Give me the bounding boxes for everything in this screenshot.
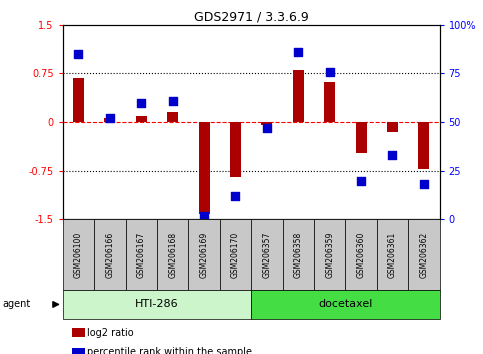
Bar [345, 219, 377, 290]
Point [326, 69, 333, 74]
Point [200, 213, 208, 218]
Bar [251, 290, 440, 319]
Point [169, 98, 177, 104]
Bar [408, 219, 440, 290]
Point [357, 178, 365, 183]
Bar [126, 219, 157, 290]
Bar [167, 113, 178, 122]
Bar [377, 219, 408, 290]
Text: GSM206100: GSM206100 [74, 232, 83, 278]
Text: percentile rank within the sample: percentile rank within the sample [87, 347, 252, 354]
Text: log2 ratio: log2 ratio [87, 328, 134, 338]
Bar [73, 78, 84, 122]
Text: GSM206166: GSM206166 [105, 232, 114, 278]
Title: GDS2971 / 3.3.6.9: GDS2971 / 3.3.6.9 [194, 11, 309, 24]
Bar [230, 122, 241, 177]
Point [263, 125, 271, 131]
Text: docetaxel: docetaxel [318, 299, 372, 309]
Point [138, 100, 145, 105]
Bar [251, 219, 283, 290]
Text: GSM206169: GSM206169 [199, 232, 209, 278]
Point [232, 193, 240, 199]
Bar [261, 122, 272, 125]
Text: GSM206357: GSM206357 [262, 232, 271, 278]
Bar [355, 122, 367, 153]
Bar [63, 219, 94, 290]
Bar [418, 122, 429, 169]
Text: GSM206167: GSM206167 [137, 232, 146, 278]
Bar [314, 219, 345, 290]
Bar [188, 219, 220, 290]
Text: GSM206168: GSM206168 [168, 232, 177, 278]
Bar [63, 290, 251, 319]
Point [106, 115, 114, 121]
Point [420, 182, 428, 187]
Text: GSM206358: GSM206358 [294, 232, 303, 278]
Bar [387, 122, 398, 132]
Bar [94, 219, 126, 290]
Bar [293, 70, 304, 122]
Text: GSM206362: GSM206362 [419, 232, 428, 278]
Text: GSM206361: GSM206361 [388, 232, 397, 278]
Point [74, 51, 82, 57]
Bar [199, 122, 210, 214]
Bar [104, 118, 115, 122]
Text: HTI-286: HTI-286 [135, 299, 179, 309]
Text: GSM206359: GSM206359 [325, 232, 334, 278]
Point [295, 49, 302, 55]
Bar [220, 219, 251, 290]
Point [389, 153, 397, 158]
Text: GSM206360: GSM206360 [356, 232, 366, 278]
Bar [324, 82, 335, 122]
Bar [283, 219, 314, 290]
Text: GSM206170: GSM206170 [231, 232, 240, 278]
Bar [157, 219, 188, 290]
Text: agent: agent [2, 299, 30, 309]
Bar [136, 116, 147, 122]
